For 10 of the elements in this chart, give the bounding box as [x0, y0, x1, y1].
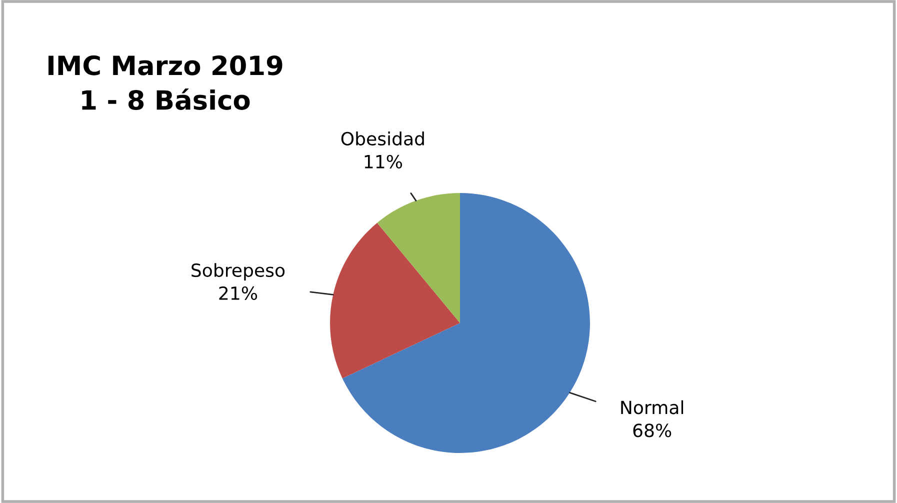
pie-slice — [342, 193, 590, 453]
slice-label: Sobrepeso — [192, 263, 285, 281]
slice-label: Normal — [621, 400, 684, 414]
chart-title: IMC Marzo 2019 1 - 8 Básico — [48, 55, 282, 110]
data-label: 11% — [364, 154, 402, 168]
pie-slice — [377, 193, 460, 323]
pie-slice — [330, 222, 460, 378]
data-label: 21% — [219, 286, 258, 300]
slice-label: Obesidad — [341, 132, 424, 146]
data-label: 68% — [633, 424, 672, 438]
